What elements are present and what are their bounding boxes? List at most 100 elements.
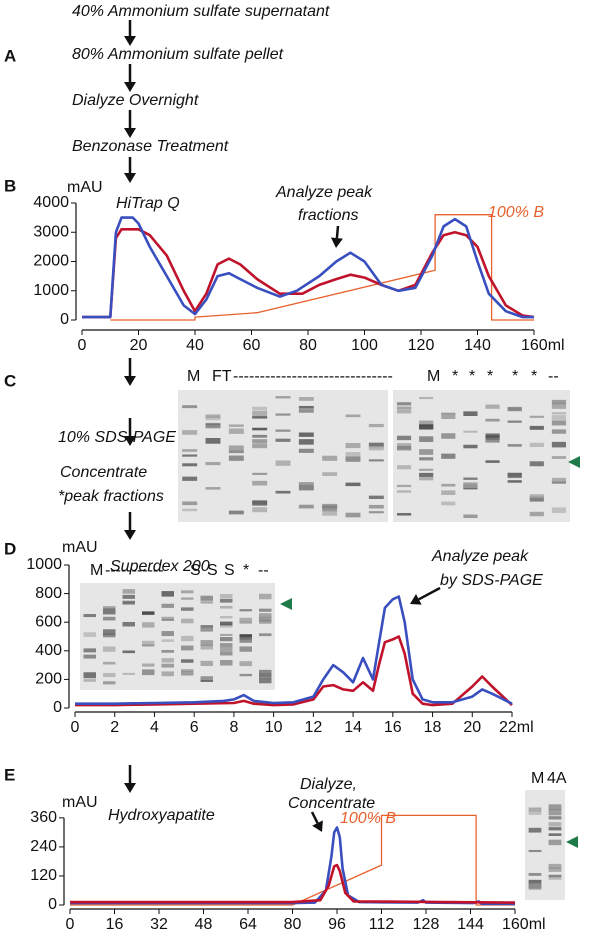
gel-band (182, 454, 198, 457)
gel-band (122, 672, 135, 675)
gel-band (205, 424, 221, 428)
gel-band (298, 482, 314, 486)
x-tick-label: 140 (464, 337, 491, 354)
lane-label: * (512, 368, 518, 385)
gel-band (345, 512, 361, 518)
x-tick-label: 100 (351, 337, 378, 354)
gel-band (368, 495, 384, 500)
gel-band (200, 595, 213, 601)
gel-band (200, 601, 213, 604)
trace (70, 863, 516, 904)
gel-band (103, 681, 116, 685)
gel-band (463, 482, 478, 489)
annotation: Analyze peak (431, 548, 529, 565)
gel-band (368, 504, 384, 509)
y-axis-label: mAU (62, 539, 98, 556)
gel-band (239, 646, 252, 652)
gel-band (252, 443, 268, 449)
trace (70, 826, 515, 906)
gel-band (252, 434, 268, 438)
gel-band (83, 672, 96, 679)
lane-label: 4A (547, 770, 567, 787)
gel-band (142, 663, 155, 667)
arrow (418, 586, 441, 601)
trace (75, 595, 513, 705)
gel-band (220, 621, 233, 626)
annotation: fractions (298, 207, 358, 224)
gel-band (252, 406, 268, 411)
arrow-head (124, 376, 136, 386)
gel-band (529, 495, 544, 498)
gel-band (220, 605, 233, 609)
gel-band (228, 424, 244, 427)
gel-band (368, 446, 384, 451)
gel-band (298, 448, 314, 453)
gel-band (181, 618, 194, 624)
gel-band (548, 804, 562, 811)
gel-band (419, 420, 434, 427)
arrow-head (124, 530, 136, 540)
x-tick-label: 6 (190, 719, 199, 736)
gel-band (368, 459, 384, 462)
gel-band (441, 453, 456, 459)
panel-label: C (4, 371, 16, 390)
gel-band (182, 501, 198, 506)
gel-band (551, 507, 567, 514)
gel-band (252, 411, 268, 417)
gel-band (200, 644, 213, 650)
gel-band (419, 449, 434, 455)
annotation: Superdex 200 (110, 558, 210, 575)
gel-band (463, 444, 478, 449)
gel-band (396, 406, 412, 413)
gel-band (441, 413, 456, 420)
gel-band (205, 422, 221, 426)
y-tick-label: 360 (30, 809, 57, 826)
gel-band (252, 500, 268, 506)
arrow (335, 225, 340, 239)
gel-band (529, 496, 544, 502)
gel-band (485, 435, 500, 440)
gel-band (182, 405, 198, 409)
gel-band (551, 429, 567, 434)
gel-band (551, 456, 567, 459)
x-tick-label: 0 (71, 719, 80, 736)
gel-band (345, 482, 361, 487)
annotation: Hydroxyapatite (108, 807, 215, 824)
gel-band (548, 839, 562, 846)
arrow-head (124, 783, 136, 793)
gel-band (396, 512, 412, 516)
gel-band (259, 672, 272, 678)
workflow-step: Dialyze Overnight (72, 92, 199, 109)
y-tick-label: 2000 (33, 253, 69, 270)
panel-label: D (4, 539, 16, 558)
gel-band (419, 396, 434, 400)
gel-band (419, 436, 434, 442)
lane-label: FT (212, 368, 232, 385)
gel-band (142, 640, 155, 647)
gel-band (228, 445, 244, 451)
gel-band (548, 822, 562, 827)
lane-label: * (243, 562, 249, 579)
gel-band (205, 416, 221, 421)
gel-band (298, 439, 314, 445)
gel-band (548, 863, 562, 870)
gel-band (548, 875, 562, 880)
gel-band (275, 460, 291, 466)
workflow-step: Concentrate (60, 464, 147, 481)
gel-band (441, 490, 456, 496)
gel-band (181, 659, 194, 663)
gel-band (298, 405, 314, 409)
annotation: Dialyze, (300, 776, 357, 793)
gel-band (228, 428, 244, 434)
x-tick-label: 10 (265, 719, 283, 736)
gel-band (485, 404, 500, 409)
x-tick-label: 96 (328, 916, 346, 933)
lane-label: M (427, 368, 440, 385)
gel-band (228, 450, 244, 454)
gel-band (507, 444, 522, 447)
gel-band (259, 620, 272, 624)
gel-band (275, 429, 291, 432)
gel-band (252, 427, 268, 431)
x-tick-label: 0 (66, 916, 75, 933)
gel-band (441, 501, 456, 506)
